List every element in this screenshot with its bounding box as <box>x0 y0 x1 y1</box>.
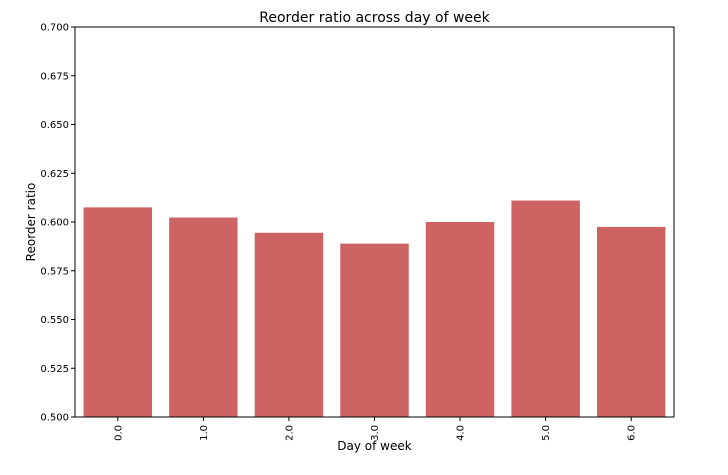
y-tick-label-0.600: 0.600 <box>40 218 69 229</box>
bar-6.0 <box>596 226 666 417</box>
plot-area <box>74 26 675 418</box>
y-tick-label-0.650: 0.650 <box>40 120 69 131</box>
y-tick-label-0.675: 0.675 <box>40 71 69 82</box>
x-tick-label-3.0: 3.0 <box>370 425 381 441</box>
chart-title: Reorder ratio across day of week <box>259 10 490 26</box>
x-tick-label-1.0: 1.0 <box>199 425 210 441</box>
y-tick-label-0.625: 0.625 <box>40 169 69 180</box>
x-tick-label-2.0: 2.0 <box>284 425 295 441</box>
y-tick-label-0.500: 0.500 <box>40 413 69 424</box>
y-tick-label-0.550: 0.550 <box>40 315 69 326</box>
bar-2.0 <box>254 232 324 417</box>
bar-4.0 <box>425 222 495 417</box>
x-axis-label: Day of week <box>337 439 411 453</box>
x-axis: 0.0 1.0 2.0 3.0 4.0 5.0 6.0 <box>113 417 638 441</box>
x-tick-label-4.0: 4.0 <box>456 425 467 441</box>
y-tick-label-0.575: 0.575 <box>40 266 69 277</box>
x-tick-label-0.0: 0.0 <box>113 425 124 441</box>
x-tick-label-6.0: 6.0 <box>627 425 638 441</box>
bar-3.0 <box>340 243 409 417</box>
bar-1.0 <box>169 217 238 417</box>
bar-0.0 <box>83 207 153 417</box>
y-axis: 0.500 0.525 0.550 0.575 0.600 0.625 0.650 0.675… <box>40 23 75 424</box>
y-tick-label-0.525: 0.525 <box>40 364 69 375</box>
x-tick-label-5.0: 5.0 <box>541 425 552 441</box>
y-tick-label-0.700: 0.700 <box>40 23 69 34</box>
bar-5.0 <box>511 200 580 417</box>
y-axis-label: Reorder ratio <box>24 183 38 262</box>
